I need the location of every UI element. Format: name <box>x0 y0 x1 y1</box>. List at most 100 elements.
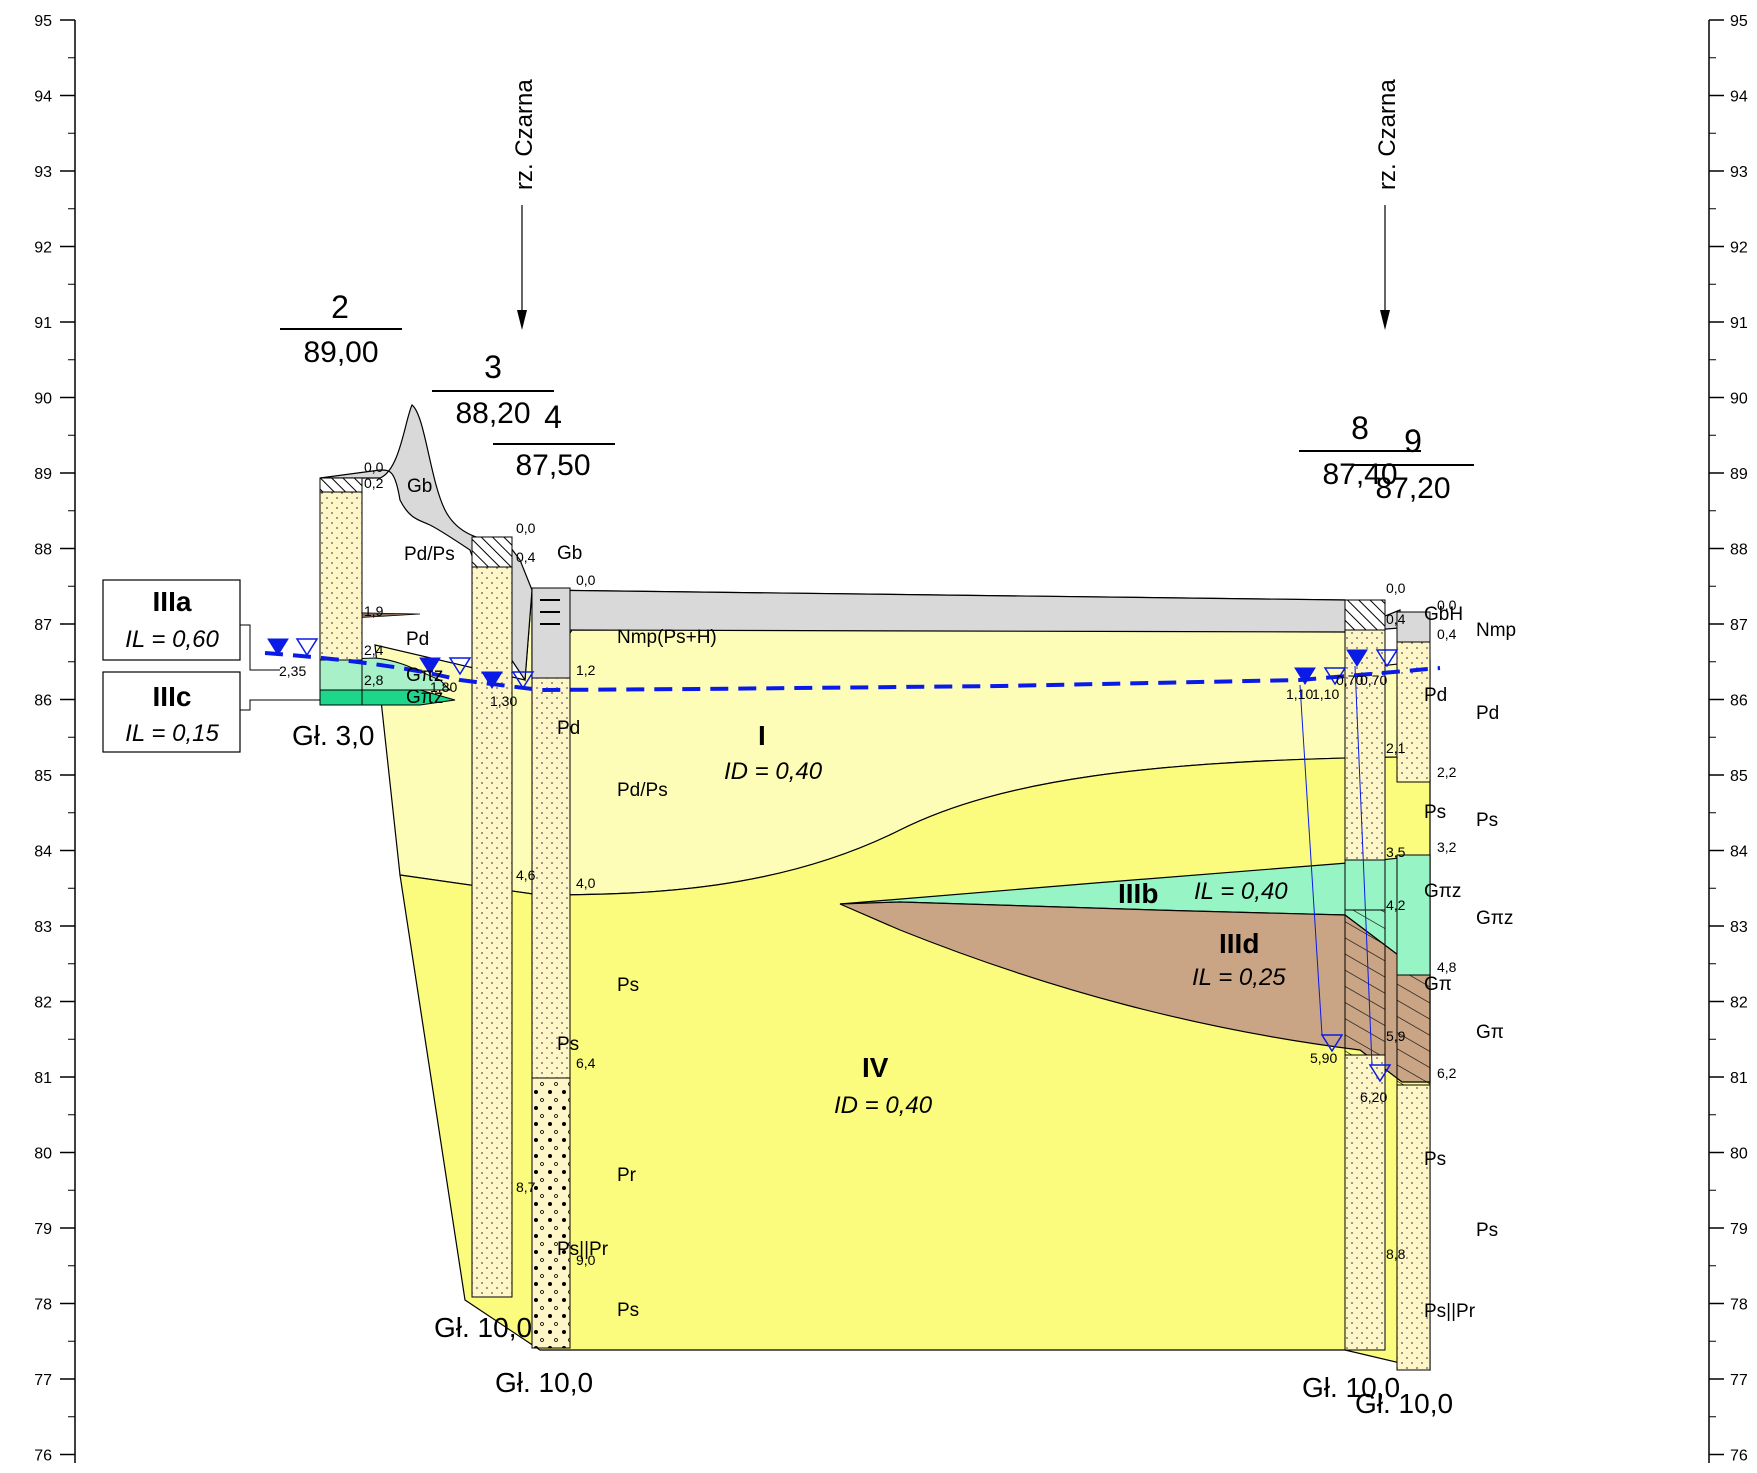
soil-label: Gπ <box>1424 974 1452 995</box>
soil-label: Gπz <box>1424 881 1461 902</box>
river-marker-2: rz. Czarna <box>1374 79 1401 330</box>
soil-label: Gπz <box>406 665 443 686</box>
legend-box-IIIa: IIIa IL = 0,60 <box>102 579 280 671</box>
depth-mark: 2,8 <box>364 672 384 688</box>
final-depth-bh3: Gł. 10,0 <box>434 1312 532 1343</box>
depth-mark: 1,80 <box>430 679 457 695</box>
axis-tick-label: 95 <box>1730 13 1748 30</box>
soil-label: Gb <box>557 543 582 564</box>
soil-label: Ps <box>1476 810 1498 831</box>
soil-label: Ps <box>1424 1149 1446 1170</box>
borehole-elevation: 88,20 <box>455 397 530 430</box>
depth-mark: 2,4 <box>364 642 384 658</box>
axis-tick-label: 89 <box>34 466 52 483</box>
depth-mark: 5,9 <box>1386 1028 1406 1044</box>
depth-mark: 0,2 <box>364 475 384 491</box>
axis-tick-label: 94 <box>34 89 52 106</box>
soil-label: Pd <box>557 718 580 739</box>
axis-tick-label: 83 <box>1730 919 1748 936</box>
axis-tick-label: 85 <box>1730 768 1748 785</box>
borehole-number: 9 <box>1404 423 1422 459</box>
borehole-elevation: 89,00 <box>303 336 378 369</box>
axis-tick-label: 93 <box>1730 164 1748 181</box>
water-table-line <box>264 651 1441 693</box>
depth-mark: 0,0 <box>516 520 536 536</box>
borehole-2-header: 2 89,00 <box>280 289 402 369</box>
left-elevation-axis: 95 94 93 92 91 90 89 88 87 86 85 84 83 82 81 80 79 78 77 76 <box>34 13 76 1465</box>
axis-tick-label: 91 <box>34 315 52 332</box>
depth-mark: 6,4 <box>576 1055 596 1071</box>
depth-mark: 2,1 <box>1386 740 1406 756</box>
soil-label: Nmp(Ps+H) <box>617 627 717 648</box>
groundwater-markers <box>267 638 1399 1083</box>
soil-label: Ps <box>1476 1220 1498 1241</box>
depth-mark: 6,2 <box>1437 1065 1457 1081</box>
depth-mark: 1,2 <box>576 662 596 678</box>
depth-mark: 2,35 <box>279 663 306 679</box>
axis-tick-label: 78 <box>1730 1297 1748 1314</box>
soil-label: Pd <box>1424 685 1447 706</box>
borehole-elevation: 87,50 <box>515 449 590 482</box>
soil-label: Pd/Ps <box>617 780 668 801</box>
axis-tick-label: 77 <box>34 1372 52 1389</box>
final-depth-bh4: Gł. 10,0 <box>495 1367 593 1398</box>
axis-tick-label: 77 <box>1730 1372 1748 1389</box>
soil-label: Nmp <box>1476 620 1516 641</box>
depth-mark: 9,0 <box>576 1252 596 1268</box>
depth-mark: 0,0 <box>1437 597 1457 613</box>
borehole-number: 8 <box>1351 410 1369 446</box>
layer-I-name: I <box>758 720 766 751</box>
depth-mark: 1,10 <box>1286 686 1313 702</box>
axis-tick-label: 88 <box>34 542 52 559</box>
depth-mark: 4,6 <box>516 867 536 883</box>
borehole-4-column <box>531 587 571 1349</box>
layer-IIIb-param: IL = 0,40 <box>1194 878 1288 905</box>
soil-label: Ps <box>617 1300 639 1321</box>
soil-labels: Gb Pd/Ps Pd Gπz Gπz Gb Nmp(Ps+H) Pd Pd/P… <box>404 476 1516 1322</box>
axis-tick-label: 95 <box>34 13 52 30</box>
layer-IV-name: IV <box>862 1052 889 1083</box>
depth-mark: 3,5 <box>1386 844 1406 860</box>
soil-label: Gπz <box>406 687 443 708</box>
soil-label: Gπ <box>1476 1022 1504 1043</box>
borehole-8-column <box>1344 599 1386 1351</box>
borehole-2-column <box>319 477 363 706</box>
depth-mark: 1,30 <box>490 693 517 709</box>
soil-label: Gπz <box>1476 908 1513 929</box>
axis-tick-label: 76 <box>34 1448 52 1465</box>
axis-tick-label: 85 <box>34 768 52 785</box>
depth-mark: 5,90 <box>1310 1050 1337 1066</box>
axis-tick-label: 94 <box>1730 89 1748 106</box>
depth-mark: 4,0 <box>576 875 596 891</box>
river-label: rz. Czarna <box>1374 79 1401 190</box>
depth-mark: 2,2 <box>1437 764 1457 780</box>
borehole-9-header: 9 87,20 <box>1352 423 1474 505</box>
layer-IIIc-name: IIIc <box>153 681 192 712</box>
borehole-elevation: 87,40 <box>1322 458 1397 491</box>
layer-IV-param: ID = 0,40 <box>834 1092 933 1119</box>
axis-tick-label: 82 <box>34 995 52 1012</box>
borehole-8-header: 8 87,40 <box>1299 410 1421 491</box>
axis-tick-label: 83 <box>34 919 52 936</box>
depth-mark: 1,9 <box>364 603 384 619</box>
layer-IIIc-param: IL = 0,15 <box>125 720 219 747</box>
soil-label: Ps <box>617 975 639 996</box>
soil-label: Ps||Pr <box>557 1239 609 1260</box>
axis-tick-label: 84 <box>34 844 52 861</box>
axis-tick-label: 92 <box>34 240 52 257</box>
depth-mark: 0,0 <box>576 572 596 588</box>
borehole-9-column <box>1396 611 1431 1371</box>
axis-tick-label: 80 <box>1730 1146 1748 1163</box>
final-depth-bh8: Gł. 10,0 <box>1302 1372 1400 1403</box>
depth-mark: 4,8 <box>1437 959 1457 975</box>
soil-label: Pr <box>617 1165 637 1186</box>
depth-marks: 0,0 0,2 1,9 2,4 2,8 2,35 0,0 0,4 1,80 1,… <box>279 459 1457 1268</box>
soil-label: Ps||Pr <box>1424 1301 1476 1322</box>
soil-label: Pd <box>406 629 429 650</box>
river-marker-1: rz. Czarna <box>511 79 538 330</box>
axis-tick-label: 81 <box>34 1070 52 1087</box>
axis-tick-label: 87 <box>34 617 52 634</box>
depth-mark: 4,2 <box>1386 897 1406 913</box>
axis-tick-label: 79 <box>1730 1221 1748 1238</box>
depth-mark: 0,0 <box>1386 580 1406 596</box>
